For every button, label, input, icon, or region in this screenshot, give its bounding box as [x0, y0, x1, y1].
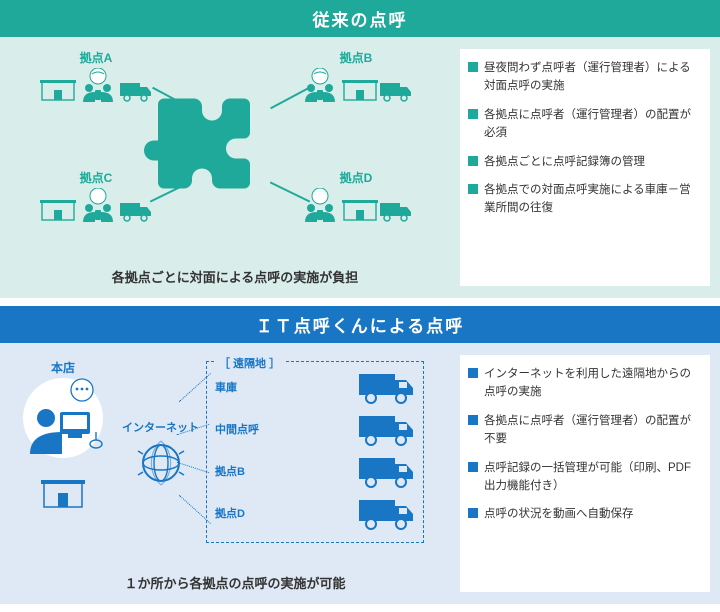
hub-b: 拠点B: [300, 49, 412, 102]
meeting-icon: [78, 188, 118, 222]
panel-it: ＩＴ点呼くんによる点呼 本店: [0, 306, 720, 604]
operator-icon: [18, 376, 108, 464]
hub-c: 拠点C: [40, 169, 152, 222]
building-icon: [342, 74, 378, 102]
building-icon: [40, 194, 76, 222]
building-icon: [40, 74, 76, 102]
meeting-icon: [78, 68, 118, 102]
meeting-icon: [300, 188, 340, 222]
building-icon: [342, 194, 378, 222]
truck-icon: [120, 80, 152, 102]
panel-traditional: 従来の点呼 拠点A: [0, 0, 720, 298]
truck-icon: [380, 200, 412, 222]
hq-block: 本店: [18, 359, 108, 514]
panel1-diagram: 拠点A 拠点B: [10, 49, 460, 286]
truck-icon: [359, 412, 415, 446]
panel1-caption: 各拠点ごとに対面による点呼の実施が負担: [10, 267, 460, 286]
truck-icon: [359, 370, 415, 404]
truck-icon: [380, 80, 412, 102]
hub-d: 拠点D: [300, 169, 412, 222]
meeting-icon: [300, 68, 340, 102]
center-shape-icon: [144, 89, 254, 194]
truck-icon: [359, 454, 415, 488]
building-icon: [41, 473, 85, 509]
panel2-features: インターネットを利用した遠隔地からの点呼の実施 各拠点に点呼者（運行管理者）の配…: [460, 355, 710, 592]
remote-box: ［ 遠隔地 ］ 車庫 中間点呼 拠点B 拠点D: [206, 361, 424, 543]
panel1-title: 従来の点呼: [0, 0, 720, 37]
panel2-diagram: 本店: [10, 355, 460, 592]
panel2-caption: １か所から各拠点の点呼の実施が可能: [10, 573, 460, 592]
truck-icon: [120, 200, 152, 222]
panel2-title: ＩＴ点呼くんによる点呼: [0, 306, 720, 343]
hub-a: 拠点A: [40, 49, 152, 102]
truck-icon: [359, 496, 415, 530]
panel1-features: 昼夜問わず点呼者（運行管理者）による対面点呼の実施 各拠点に点呼者（運行管理者）…: [460, 49, 710, 286]
